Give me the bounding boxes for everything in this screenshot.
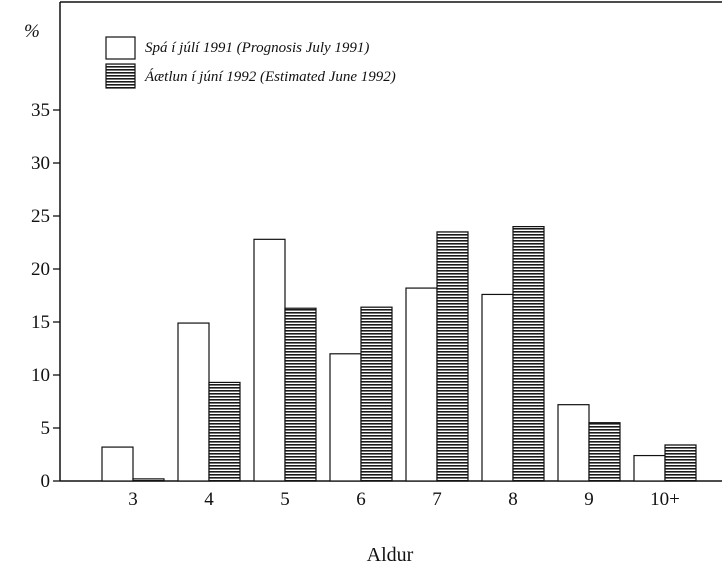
x-tick-label-5: 5 xyxy=(280,489,290,510)
x-tick-label-7: 7 xyxy=(432,489,442,510)
y-axis-unit-label: % xyxy=(24,21,40,42)
legend: Spá í júlí 1991 (Prognosis July 1991) Áæ… xyxy=(105,36,396,89)
y-tick-label-20: 20 xyxy=(31,259,50,280)
x-tick-label-10+: 10+ xyxy=(650,489,680,510)
bar-series-2-3 xyxy=(132,478,165,482)
bar-series-1-6 xyxy=(329,353,362,482)
y-tick-label-15: 15 xyxy=(31,312,50,333)
x-tick-label-9: 9 xyxy=(584,489,594,510)
bar-series-1-9 xyxy=(557,404,590,482)
y-axis-ticks: 0 5 10 15 20 25 30 35 xyxy=(31,100,60,492)
bar-series-2-8 xyxy=(512,226,545,482)
y-tick-label-0: 0 xyxy=(41,471,51,492)
bar-series-1-10+ xyxy=(633,454,666,482)
y-tick-label-30: 30 xyxy=(31,153,50,174)
bars xyxy=(101,226,697,482)
y-tick-label-5: 5 xyxy=(41,418,51,439)
bar-series-2-4 xyxy=(208,381,241,482)
x-tick-label-3: 3 xyxy=(128,489,138,510)
x-tick-label-8: 8 xyxy=(508,489,518,510)
bar-series-2-10+ xyxy=(664,444,697,482)
bar-series-2-9 xyxy=(588,422,621,482)
bar-series-2-6 xyxy=(360,306,393,482)
bar-series-2-5 xyxy=(284,307,317,482)
x-tick-label-4: 4 xyxy=(204,489,214,510)
bar-series-1-3 xyxy=(101,446,134,482)
bar-series-1-5 xyxy=(253,238,286,482)
bar-series-1-7 xyxy=(405,287,438,482)
bar-series-2-7 xyxy=(436,231,469,482)
y-tick-label-10: 10 xyxy=(31,365,50,386)
legend-label-series-1: Spá í júlí 1991 (Prognosis July 1991) xyxy=(145,40,369,56)
legend-swatch-series-1 xyxy=(105,36,136,60)
bar-series-1-4 xyxy=(177,322,210,482)
x-tick-label-6: 6 xyxy=(356,489,366,510)
bar-series-1-8 xyxy=(481,293,514,482)
x-axis-tick-labels: 3 4 5 6 7 8 9 10+ xyxy=(128,489,680,510)
legend-swatch-series-2 xyxy=(105,63,136,89)
y-tick-label-25: 25 xyxy=(31,206,50,227)
y-tick-label-35: 35 xyxy=(31,100,50,121)
legend-label-series-2: Áætlun í júní 1992 (Estimated June 1992) xyxy=(144,68,396,85)
x-axis-title: Aldur xyxy=(367,544,414,566)
